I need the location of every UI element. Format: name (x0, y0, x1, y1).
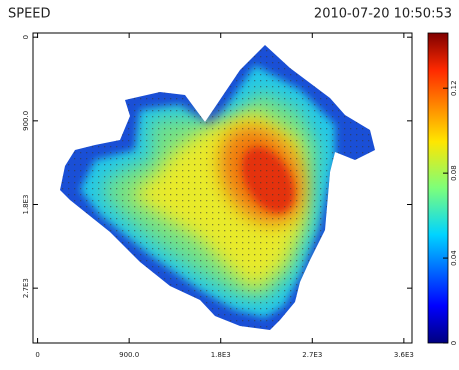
y-tick-label: 2.7E3 (22, 278, 30, 298)
y-tick-label: 900.0 (22, 111, 30, 131)
colorbar-tick-label: 0 (450, 341, 458, 345)
x-tick-label: 0 (35, 351, 39, 359)
x-tick-label: 3.6E3 (394, 351, 414, 359)
x-tick-label: 900.0 (119, 351, 139, 359)
chart-title: SPEED (8, 7, 51, 22)
colorbar (427, 32, 449, 344)
colorbar-tick-label: 0.08 (450, 165, 458, 181)
y-tick-label: 1.8E3 (22, 194, 30, 214)
y-tick-label: 0 (22, 35, 30, 39)
x-tick-label: 1.8E3 (211, 351, 231, 359)
colorbar-tick-label: 0.04 (450, 250, 458, 266)
colorbar-tick-label: 0.12 (450, 80, 458, 96)
chart-subtitle: 2010-07-20 10:50:53 (314, 7, 452, 22)
x-tick-label: 2.7E3 (302, 351, 322, 359)
